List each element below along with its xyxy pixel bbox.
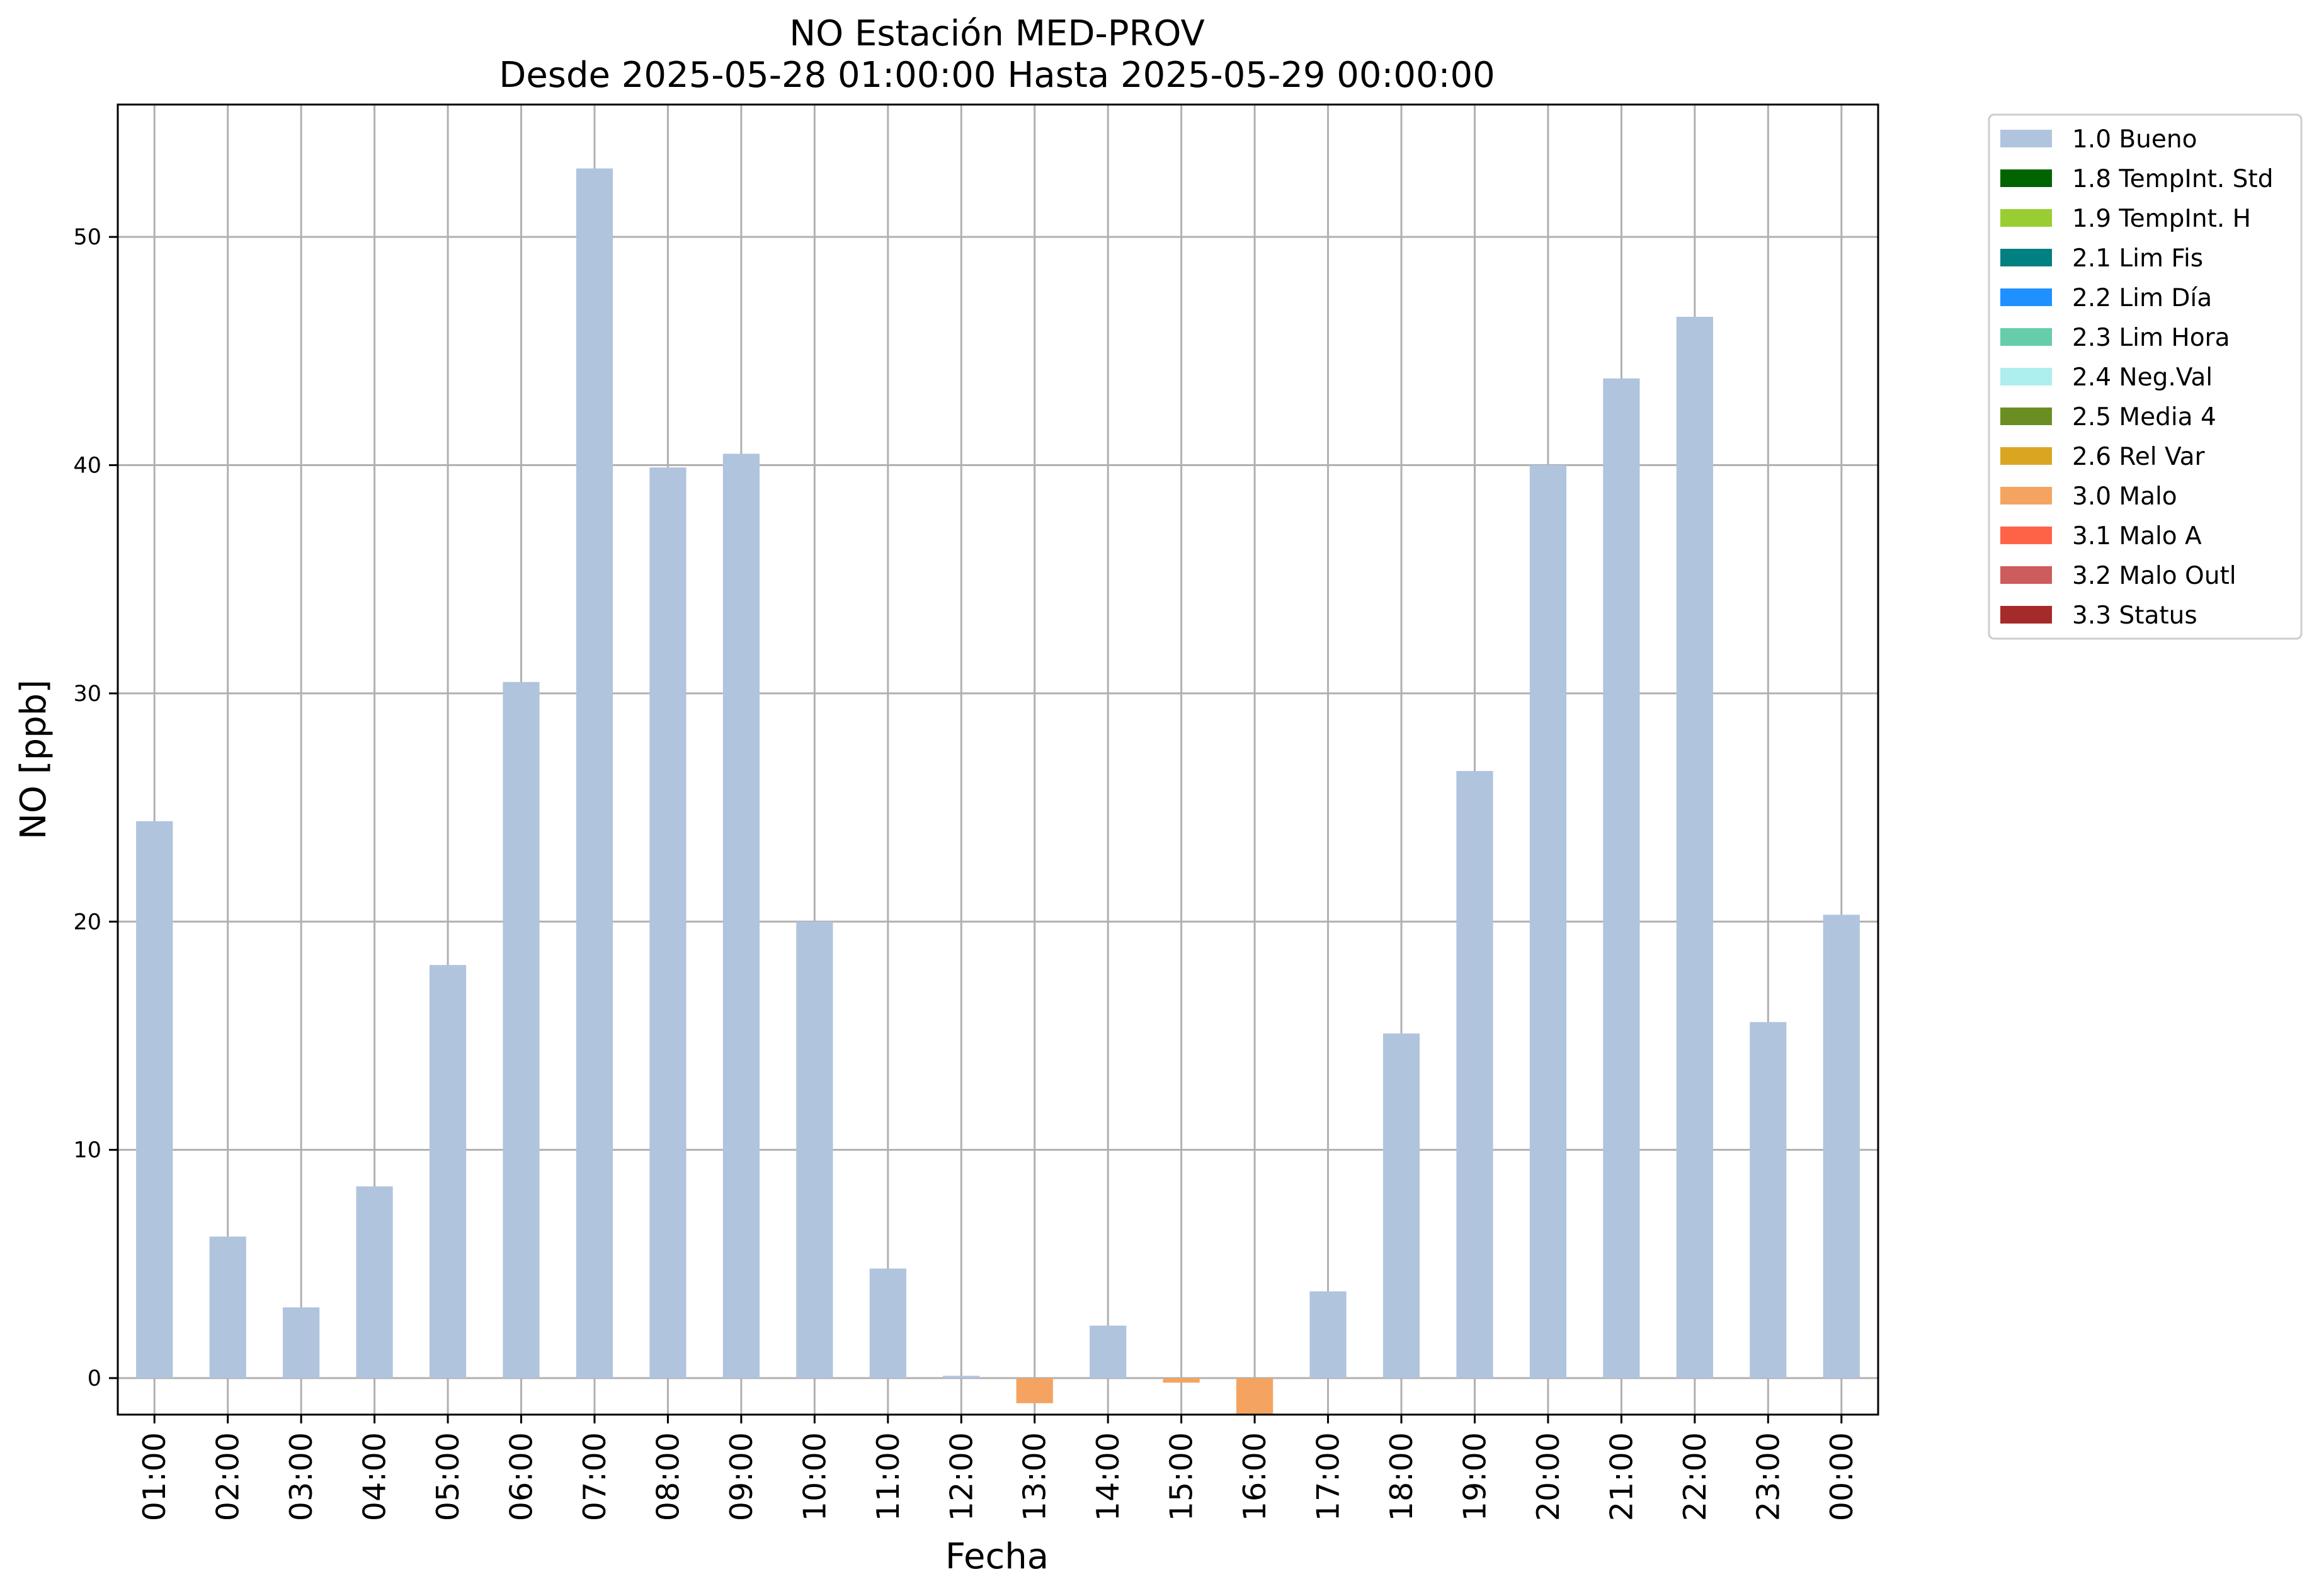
chart-subtitle: Desde 2025-05-28 01:00:00 Hasta 2025-05-… — [499, 55, 1495, 96]
legend-swatch — [2000, 487, 2052, 504]
bar-10:00 — [796, 921, 833, 1379]
x-tick-label: 11:00 — [870, 1432, 906, 1521]
bar-18:00 — [1382, 1033, 1420, 1379]
bar-19:00 — [1456, 771, 1493, 1379]
x-tick-label: 20:00 — [1530, 1432, 1566, 1521]
legend-swatch — [2000, 606, 2052, 624]
x-tick-label: 16:00 — [1237, 1432, 1273, 1521]
bar-05:00 — [429, 965, 467, 1379]
bar-20:00 — [1529, 465, 1567, 1379]
legend-label: 2.2 Lim Día — [2072, 284, 2212, 312]
bar-13:00 — [1016, 1378, 1053, 1403]
legend-swatch — [2000, 249, 2052, 266]
legend-frame — [1988, 113, 2303, 640]
legend-label: 2.1 Lim Fis — [2072, 244, 2203, 273]
bar-22:00 — [1676, 317, 1713, 1379]
x-tick-label: 04:00 — [357, 1432, 393, 1521]
x-tick-label: 15:00 — [1164, 1432, 1200, 1521]
legend-label: 2.6 Rel Var — [2072, 443, 2206, 471]
y-tick-label: 10 — [73, 1138, 101, 1163]
x-tick-label: 10:00 — [797, 1432, 833, 1521]
x-tick-label: 09:00 — [724, 1432, 760, 1521]
bar-11:00 — [869, 1268, 906, 1379]
legend-swatch — [2000, 368, 2052, 385]
x-tick-label: 23:00 — [1750, 1432, 1786, 1521]
legend-swatch — [2000, 169, 2052, 187]
y-tick-label: 40 — [73, 453, 101, 479]
legend-label: 1.0 Bueno — [2072, 125, 2197, 154]
x-axis-label: Fecha — [945, 1536, 1049, 1577]
legend-label: 3.0 Malo — [2072, 482, 2177, 511]
y-axis: 0 10 20 30 40 50 — [73, 225, 118, 1391]
x-tick-label: 17:00 — [1311, 1432, 1347, 1521]
legend-swatch — [2000, 328, 2052, 346]
bar-23:00 — [1750, 1022, 1787, 1379]
bar-00:00 — [1823, 915, 1860, 1379]
x-tick-label: 08:00 — [650, 1432, 686, 1521]
bar-03:00 — [283, 1307, 320, 1379]
y-tick-label: 0 — [88, 1366, 101, 1391]
plot-frame — [117, 103, 1879, 1416]
x-tick-label: 02:00 — [210, 1432, 246, 1521]
x-tick-label: 00:00 — [1824, 1432, 1860, 1521]
chart-title: NO Estación MED-PROV — [789, 13, 1205, 54]
legend-swatch — [2000, 527, 2052, 544]
x-tick-label: 01:00 — [137, 1432, 173, 1521]
x-tick-label: 13:00 — [1017, 1432, 1053, 1521]
x-tick-label: 05:00 — [430, 1432, 466, 1521]
bar-09:00 — [722, 453, 760, 1379]
legend-label: 3.3 Status — [2072, 601, 2197, 630]
legend: 1.0 Bueno 1.8 TempInt. Std 1.9 TempInt. H 2… — [1988, 113, 2303, 640]
bar-17:00 — [1309, 1291, 1347, 1379]
bar-04:00 — [356, 1186, 393, 1379]
bar-06:00 — [503, 681, 540, 1379]
bar-02:00 — [209, 1236, 246, 1379]
legend-label: 1.8 TempInt. Std — [2072, 165, 2273, 193]
legend-swatch — [2000, 408, 2052, 425]
bar-07:00 — [576, 168, 613, 1379]
bar-16:00 — [1236, 1378, 1273, 1415]
x-tick-label: 07:00 — [577, 1432, 613, 1521]
legend-swatch — [2000, 447, 2052, 465]
legend-swatch — [2000, 566, 2052, 584]
y-tick-label: 30 — [73, 681, 101, 707]
legend-label: 3.1 Malo A — [2072, 522, 2202, 550]
bar-12:00 — [943, 1376, 980, 1379]
bar-21:00 — [1603, 378, 1640, 1379]
bar-14:00 — [1090, 1325, 1127, 1379]
legend-label: 1.9 TempInt. H — [2072, 205, 2251, 233]
y-tick-label: 50 — [73, 225, 101, 250]
legend-swatch — [2000, 209, 2052, 227]
legend-swatch — [2000, 130, 2052, 147]
x-tick-label: 18:00 — [1384, 1432, 1420, 1521]
x-tick-label: 06:00 — [504, 1432, 540, 1521]
bar-15:00 — [1163, 1378, 1200, 1383]
x-tick-label: 12:00 — [943, 1432, 979, 1521]
x-tick-label: 14:00 — [1090, 1432, 1126, 1521]
legend-label: 3.2 Malo Outl — [2072, 562, 2236, 590]
legend-label: 2.3 Lim Hora — [2072, 324, 2230, 352]
x-tick-label: 19:00 — [1457, 1432, 1493, 1521]
x-tick-label: 21:00 — [1604, 1432, 1639, 1521]
bar-01:00 — [136, 821, 173, 1379]
x-tick-label: 22:00 — [1677, 1432, 1713, 1521]
bar-08:00 — [649, 467, 687, 1379]
legend-swatch — [2000, 288, 2052, 306]
x-tick-label: 03:00 — [283, 1432, 319, 1521]
x-axis: 01:00 02:00 03:00 04:00 05:00 06:00 07:00 08:00… — [137, 1415, 1860, 1521]
y-tick-label: 20 — [73, 909, 101, 935]
legend-label: 2.5 Media 4 — [2072, 403, 2216, 431]
legend-label: 2.4 Neg.Val — [2072, 363, 2213, 392]
bars — [136, 168, 1860, 1415]
y-axis-label: NO [ppb] — [13, 680, 54, 840]
